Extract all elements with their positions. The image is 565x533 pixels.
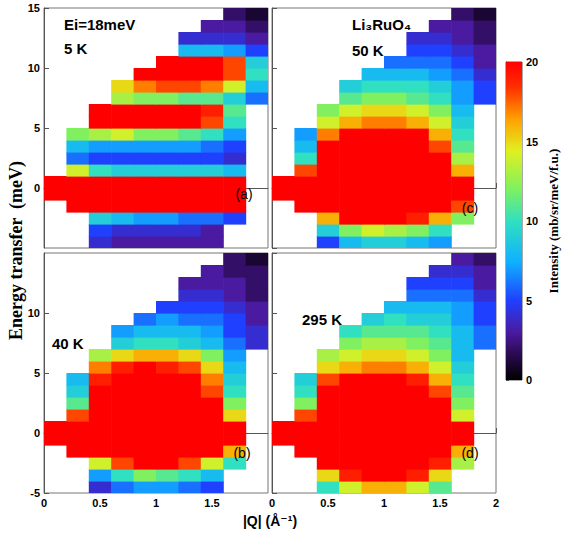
- svg-text:1.5: 1.5: [432, 497, 447, 509]
- svg-text:(a): (a): [235, 186, 252, 202]
- svg-text:0: 0: [41, 497, 47, 509]
- svg-text:0: 0: [269, 497, 275, 509]
- svg-text:|Q| (Å⁻¹): |Q| (Å⁻¹): [243, 513, 297, 529]
- svg-text:5: 5: [34, 122, 40, 134]
- svg-text:0.5: 0.5: [320, 497, 335, 509]
- svg-text:0: 0: [526, 374, 532, 386]
- svg-text:10: 10: [28, 62, 40, 74]
- svg-text:-5: -5: [30, 487, 40, 499]
- svg-text:40 K: 40 K: [52, 335, 84, 352]
- svg-text:Ei=18meV: Ei=18meV: [64, 16, 135, 33]
- svg-text:(d): (d): [461, 445, 478, 461]
- svg-text:1: 1: [381, 497, 387, 509]
- svg-text:0: 0: [34, 427, 40, 439]
- svg-text:10: 10: [28, 307, 40, 319]
- svg-text:Intensity (mb/sr/meV/f.u.): Intensity (mb/sr/meV/f.u.): [546, 149, 561, 294]
- svg-text:(b): (b): [233, 445, 250, 461]
- svg-text:2: 2: [493, 497, 499, 509]
- svg-text:15: 15: [28, 2, 40, 14]
- svg-text:Li₃RuO₄: Li₃RuO₄: [352, 16, 411, 33]
- svg-text:1.5: 1.5: [204, 497, 219, 509]
- svg-text:(c): (c): [462, 200, 478, 216]
- svg-text:Energy transfer (meV): Energy transfer (meV): [6, 161, 27, 340]
- svg-text:1: 1: [153, 497, 159, 509]
- svg-text:295 K: 295 K: [302, 311, 342, 328]
- svg-text:10: 10: [526, 215, 538, 227]
- svg-text:50 K: 50 K: [352, 42, 384, 59]
- svg-text:5: 5: [526, 295, 532, 307]
- svg-text:15: 15: [526, 136, 538, 148]
- svg-text:0: 0: [34, 182, 40, 194]
- svg-text:0.5: 0.5: [92, 497, 107, 509]
- svg-text:5: 5: [34, 367, 40, 379]
- svg-text:20: 20: [526, 56, 538, 68]
- svg-text:5 K: 5 K: [64, 40, 88, 57]
